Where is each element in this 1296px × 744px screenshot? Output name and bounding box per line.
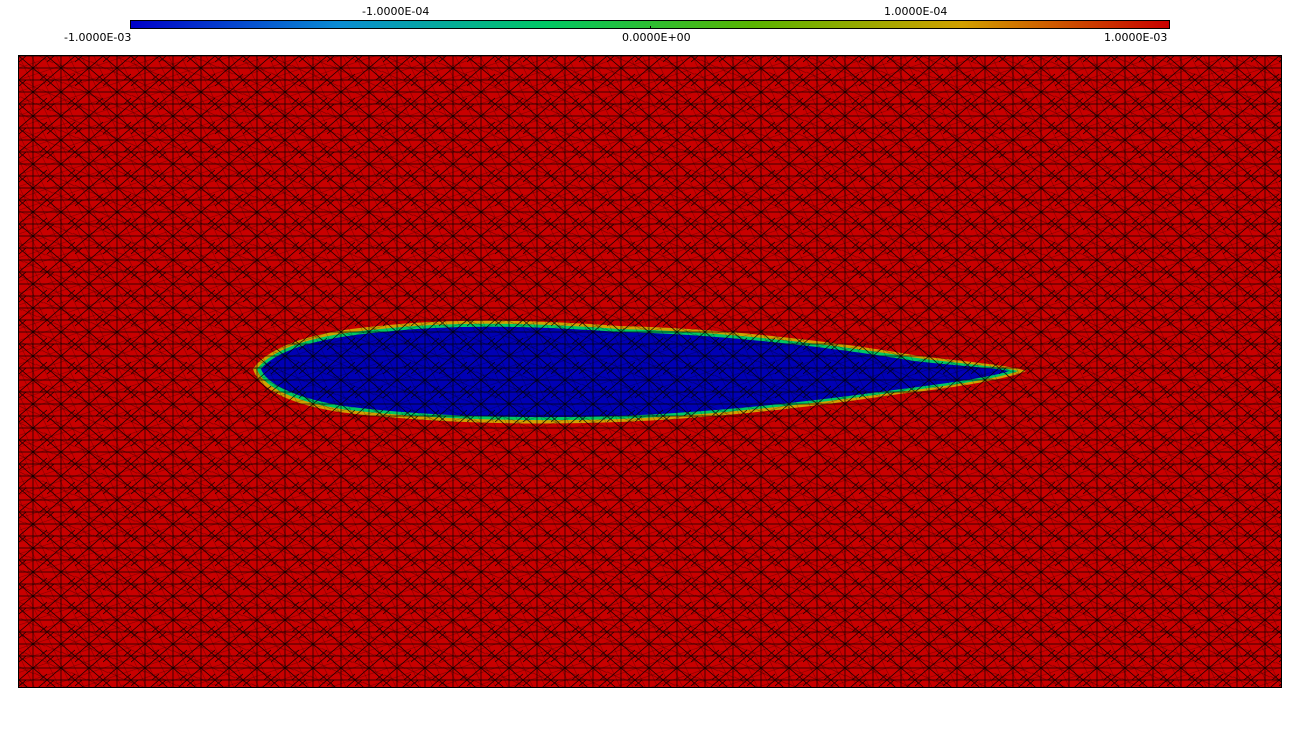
colorbar-label-neg-small: -1.0000E-04 — [362, 5, 430, 18]
mesh-plot[interactable] — [18, 55, 1282, 688]
colorbar-label-max: 1.0000E-03 — [1104, 31, 1168, 44]
colorbar-label-mid: 0.0000E+00 — [622, 31, 691, 44]
colorbar-label-pos-small: 1.0000E-04 — [884, 5, 948, 18]
colorbar-legend: -1.0000E-04 1.0000E-04 -1.0000E-03 0.000… — [0, 0, 1296, 48]
colorbar-tick-mid — [650, 26, 651, 29]
mesh-lines-secondary — [19, 56, 1281, 687]
colorbar-label-min: -1.0000E-03 — [64, 31, 132, 44]
mesh-svg — [19, 56, 1281, 687]
